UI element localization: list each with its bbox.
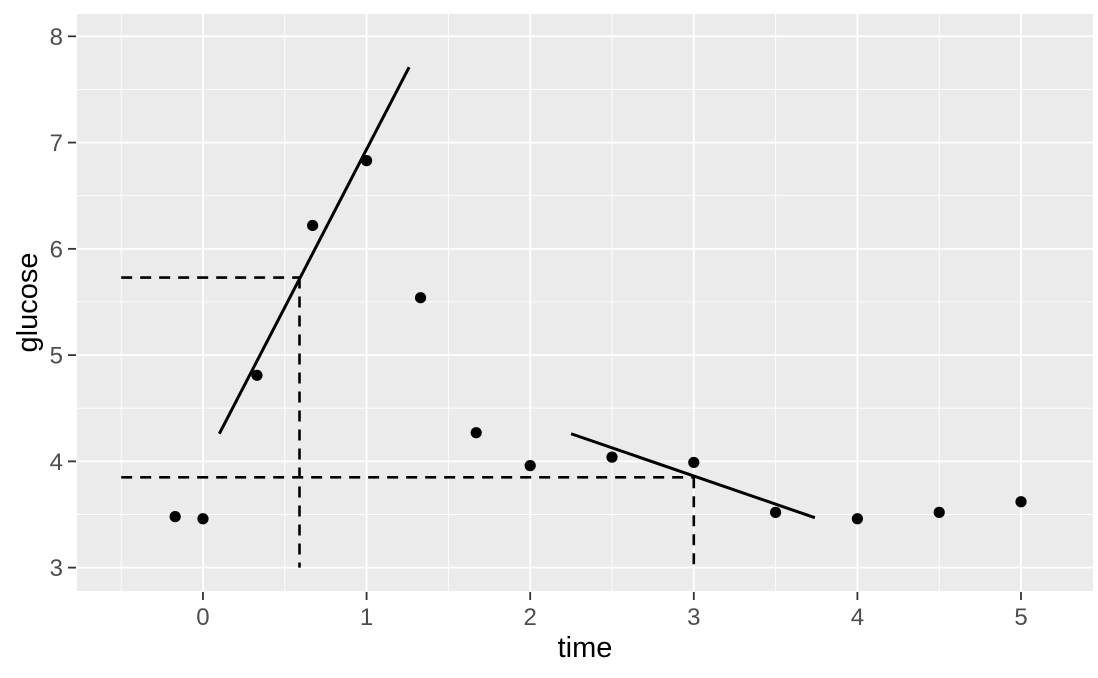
x-tick-label: 2 bbox=[524, 604, 537, 631]
data-point bbox=[306, 219, 319, 232]
y-tick-label: 4 bbox=[50, 449, 63, 476]
data-point bbox=[1015, 496, 1027, 508]
x-tick-label: 1 bbox=[360, 604, 373, 631]
falling-slope-line bbox=[570, 432, 816, 520]
y-tick-label: 7 bbox=[50, 130, 63, 157]
data-point bbox=[606, 451, 618, 463]
data-point bbox=[688, 456, 700, 469]
data-point bbox=[414, 292, 427, 304]
x-tick-label: 3 bbox=[687, 604, 700, 631]
data-point bbox=[770, 506, 782, 518]
grid-minor bbox=[77, 14, 1093, 591]
data-point bbox=[524, 460, 536, 472]
axis-tick-labels: 0 1 2 3 4 5 3 4 5 6 7 8 bbox=[50, 24, 1028, 631]
data-point bbox=[851, 513, 864, 525]
data-point bbox=[933, 506, 945, 518]
data-points bbox=[169, 155, 1027, 525]
dashed-guides bbox=[121, 276, 696, 568]
fit-lines bbox=[218, 66, 816, 520]
y-axis-title: glucose bbox=[12, 253, 44, 353]
data-point bbox=[360, 155, 373, 167]
y-tick-label: 5 bbox=[50, 343, 63, 370]
data-point bbox=[251, 369, 263, 381]
x-tick-label: 5 bbox=[1014, 604, 1027, 631]
y-tick-label: 8 bbox=[50, 24, 63, 51]
x-axis-title: time bbox=[558, 632, 613, 664]
data-point bbox=[197, 513, 209, 525]
x-tick-label: 4 bbox=[851, 604, 864, 631]
grid-major bbox=[77, 14, 1093, 591]
data-point bbox=[169, 511, 181, 523]
axis-ticks bbox=[68, 35, 1022, 600]
y-tick-label: 3 bbox=[50, 555, 63, 582]
rising-slope-line bbox=[218, 66, 411, 435]
x-tick-label: 0 bbox=[196, 604, 209, 631]
plot-panel bbox=[77, 14, 1093, 591]
data-point bbox=[470, 427, 482, 439]
y-tick-label: 6 bbox=[50, 236, 63, 263]
